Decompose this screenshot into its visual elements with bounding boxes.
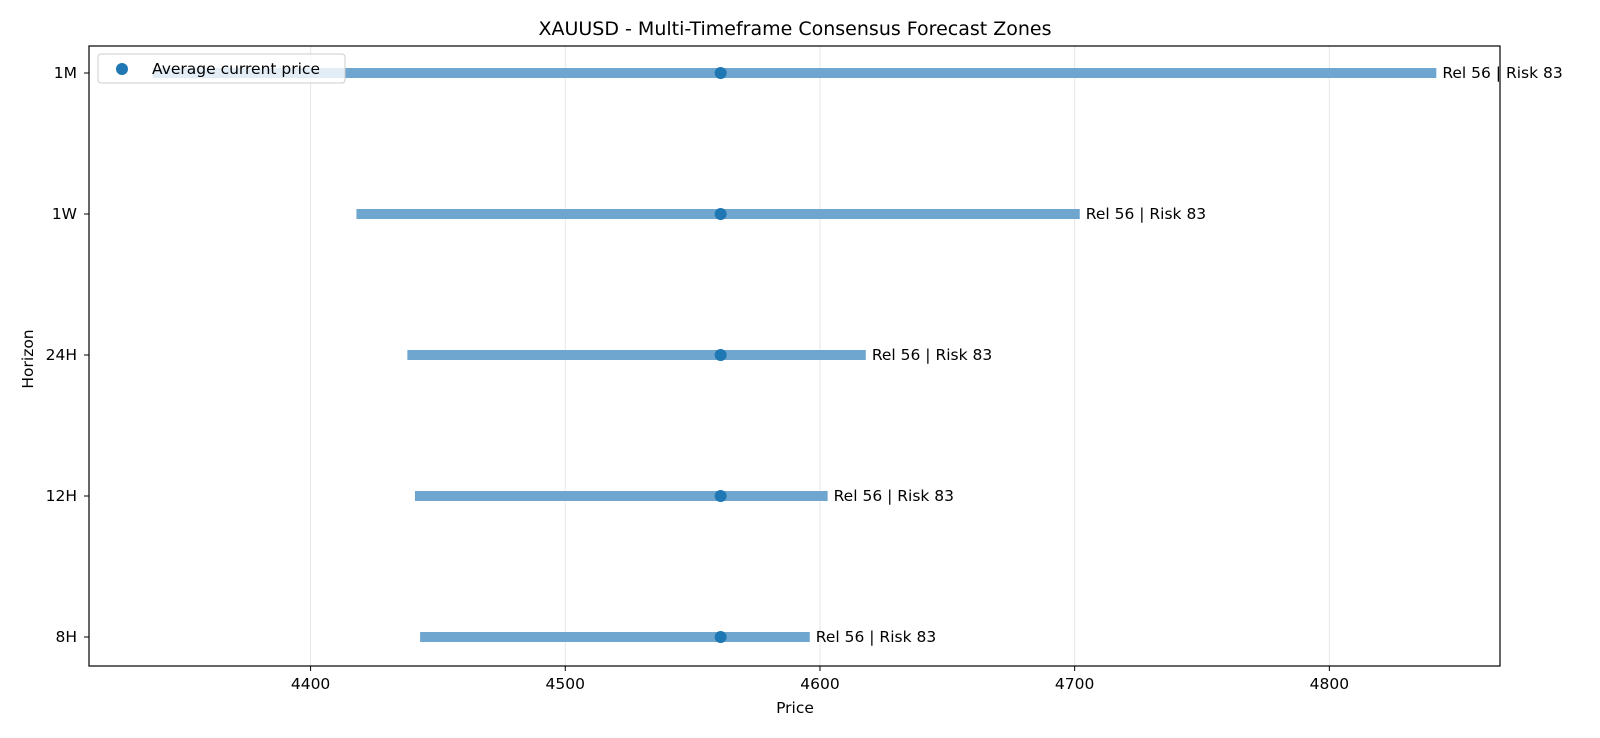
legend: Average current price bbox=[97, 53, 346, 84]
x-axis-label: Price bbox=[776, 699, 814, 717]
average-price-point bbox=[714, 349, 727, 361]
zone-annotation: Rel 56 | Risk 83 bbox=[816, 628, 936, 646]
legend-marker bbox=[116, 63, 128, 75]
average-price-point bbox=[714, 208, 727, 220]
legend-box bbox=[97, 53, 346, 84]
average-price-point bbox=[714, 490, 727, 502]
legend-label: Average current price bbox=[152, 60, 320, 78]
y-tick-label: 8H bbox=[55, 628, 77, 646]
label-layer: Rel 56 | Risk 83 Rel 56 | Risk 83 Rel 56 |… bbox=[816, 64, 1563, 646]
average-price-point bbox=[714, 631, 727, 643]
y-tick-label: 1W bbox=[52, 205, 77, 223]
x-axis-ticks: 4400 4500 4600 4700 4800 bbox=[291, 666, 1349, 693]
range-layer bbox=[152, 68, 1437, 642]
y-axis-ticks: 1M 1W 24H 12H 8H bbox=[46, 64, 89, 646]
point-layer bbox=[714, 67, 727, 643]
zone-annotation: Rel 56 | Risk 83 bbox=[1442, 64, 1562, 82]
average-price-point bbox=[714, 67, 727, 79]
y-tick-label: 24H bbox=[46, 346, 77, 364]
x-tick-label: 4700 bbox=[1055, 675, 1094, 693]
x-tick-label: 4600 bbox=[800, 675, 839, 693]
zone-annotation: Rel 56 | Risk 83 bbox=[834, 487, 954, 505]
chart-title: XAUUSD - Multi-Timeframe Consensus Forec… bbox=[538, 18, 1051, 40]
plot-frame bbox=[88, 45, 1501, 667]
x-tick-label: 4400 bbox=[291, 675, 330, 693]
y-tick-label: 12H bbox=[46, 487, 77, 505]
y-axis-label: Horizon bbox=[19, 329, 37, 388]
x-tick-label: 4800 bbox=[1310, 675, 1349, 693]
zone-annotation: Rel 56 | Risk 83 bbox=[1086, 205, 1206, 223]
y-tick-label: 1M bbox=[54, 64, 77, 82]
x-tick-label: 4500 bbox=[546, 675, 585, 693]
zone-annotation: Rel 56 | Risk 83 bbox=[872, 346, 992, 364]
